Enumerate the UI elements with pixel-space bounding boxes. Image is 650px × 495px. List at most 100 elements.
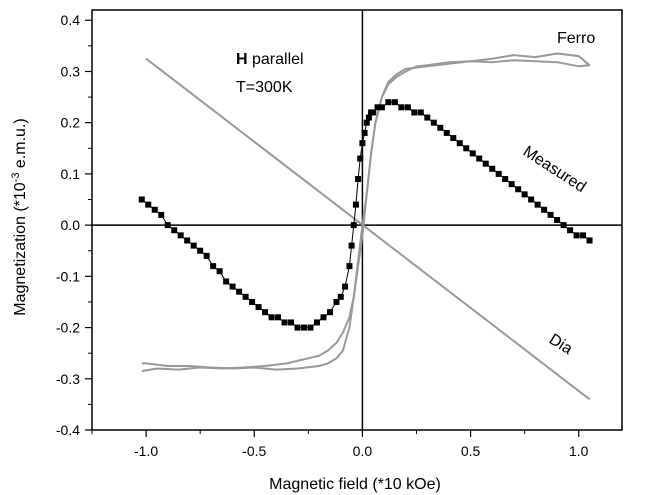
x-tick-label: 1.0 xyxy=(569,443,589,459)
measured-data-point xyxy=(255,304,262,311)
measured-data-point xyxy=(346,263,353,270)
measured-data-point xyxy=(417,109,424,116)
temperature-label: T=300K xyxy=(236,79,293,96)
measured-data-point xyxy=(482,160,489,167)
measured-data-point xyxy=(385,99,392,106)
measured-data-point xyxy=(223,278,230,285)
measured-data-point xyxy=(430,119,437,126)
measured-data-point xyxy=(355,176,362,183)
measured-data-point xyxy=(361,129,368,136)
x-tick-label: -0.5 xyxy=(242,443,266,459)
y-axis-title-prefix: Magnetization (*10 xyxy=(12,182,29,316)
measured-data-point xyxy=(203,252,210,259)
measured-data-point xyxy=(437,124,444,131)
field-direction-text: parallel xyxy=(248,51,304,68)
y-tick-label: -0.4 xyxy=(56,422,80,438)
measured-data-point xyxy=(489,165,496,172)
measured-data-point xyxy=(275,314,282,321)
ferro-return-series-line xyxy=(141,52,591,371)
axis-ticks xyxy=(85,19,580,437)
x-tick-label: -1.0 xyxy=(134,443,158,459)
measured-data-point xyxy=(378,104,385,111)
measured-data-point xyxy=(229,283,236,290)
y-tick-label: 0.4 xyxy=(61,12,81,28)
measured-data-point xyxy=(374,104,381,111)
measured-data-point xyxy=(294,324,301,331)
measured-data-point xyxy=(476,155,483,162)
measured-data-point xyxy=(190,242,197,249)
y-axis-title: Magnetization (*10-3 e.m.u.) xyxy=(10,118,29,315)
measured-data-point xyxy=(210,263,217,270)
y-tick-label: -0.1 xyxy=(56,268,80,284)
y-axis-title-suffix: e.m.u.) xyxy=(12,118,29,172)
measured-data-point xyxy=(145,201,152,208)
measured-data-point xyxy=(370,109,377,116)
measured-data-point xyxy=(301,324,307,331)
measured-data-point xyxy=(534,201,541,208)
measured-data-point xyxy=(456,140,463,147)
field-direction-label: H parallel xyxy=(236,51,304,68)
measured-data-point xyxy=(342,283,349,290)
measured-data-point xyxy=(236,288,243,295)
measured-data-point xyxy=(326,309,333,316)
measured-data-point xyxy=(586,237,593,244)
measured-data-point xyxy=(541,206,548,213)
plot-frame xyxy=(91,9,623,431)
measured-data-point xyxy=(262,309,269,316)
measured-data-point xyxy=(502,176,509,183)
x-tick-label: 0.0 xyxy=(353,443,373,459)
series-layer xyxy=(138,52,593,401)
y-axis-title-exponent: -3 xyxy=(10,173,22,183)
measured-series-line xyxy=(141,101,590,329)
measured-data-point xyxy=(138,196,145,203)
measured-data-point xyxy=(281,319,288,326)
y-tick-label: 0.3 xyxy=(61,63,81,79)
measured-data-point xyxy=(363,119,370,126)
measured-data-point xyxy=(268,314,275,321)
x-axis-title: Magnetic field (*10 kOe) xyxy=(269,476,441,493)
measured-data-point xyxy=(249,298,256,305)
measured-data-point xyxy=(313,319,320,326)
measured-data-point xyxy=(352,201,359,208)
measured-data-point xyxy=(528,196,535,203)
measured-data-point xyxy=(567,227,574,234)
measured-data-point xyxy=(398,104,405,111)
measured-data-point xyxy=(320,314,327,321)
measured-data-point xyxy=(443,129,450,136)
dia-label: Dia xyxy=(546,331,575,358)
measured-data-point xyxy=(333,298,340,305)
measured-data-point xyxy=(547,211,554,218)
y-tick-label: 0.0 xyxy=(61,217,81,233)
measured-data-point xyxy=(365,114,372,121)
measured-data-point xyxy=(171,227,178,234)
measured-data-point xyxy=(508,181,515,188)
measured-data-point xyxy=(359,140,366,147)
measured-data-point xyxy=(450,135,457,142)
measured-data-point xyxy=(573,232,580,239)
measured-data-point xyxy=(404,104,411,111)
measured-data-point xyxy=(197,247,204,254)
measured-data-point xyxy=(177,232,184,239)
y-tick-label: -0.3 xyxy=(56,371,80,387)
y-tick-label: -0.2 xyxy=(56,320,80,336)
measured-data-point xyxy=(307,324,314,331)
axis-tick-labels: -1.0 -0.5 0.0 0.5 1.0 -0.4 -0.3 -0.2 -0.1 0.0 0.1 0… xyxy=(56,12,589,459)
measured-data-point xyxy=(357,155,364,162)
measured-data-point xyxy=(184,237,191,244)
measured-data-point xyxy=(391,99,398,106)
measured-data-point xyxy=(424,114,431,121)
measured-data-point xyxy=(216,268,223,275)
y-tick-label: 0.2 xyxy=(61,115,81,131)
field-direction-symbol: H xyxy=(236,51,248,68)
measured-data-point xyxy=(469,150,476,157)
measured-data-point xyxy=(554,217,561,223)
measured-data-point xyxy=(164,222,171,229)
x-tick-label: 0.5 xyxy=(461,443,481,459)
plot-border xyxy=(91,9,623,431)
measured-data-point xyxy=(288,319,295,326)
measured-data-point xyxy=(337,293,344,300)
measured-data-point xyxy=(495,170,502,177)
dia-series-line xyxy=(145,57,591,401)
measured-data-point xyxy=(350,222,357,229)
